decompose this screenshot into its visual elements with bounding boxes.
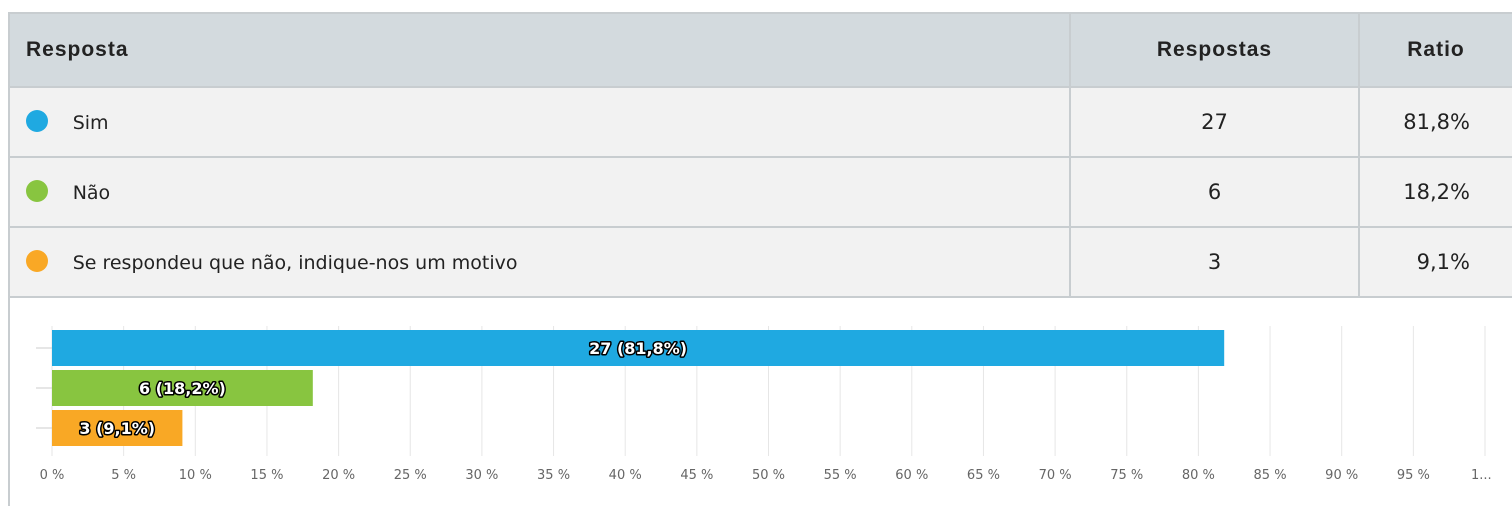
- table-row-nao: Não 6 18,2%: [8, 156, 1512, 228]
- bar-chart: 27 (81,8%) 6 (18,2%) 3 (9,1%) 0 % 5 % 10 % 15…: [36, 326, 1492, 483]
- x-tick-label: 5 %: [111, 468, 136, 483]
- ratio-cell: 9,1%: [1358, 226, 1512, 298]
- ratio-cell: 81,8%: [1358, 86, 1512, 158]
- x-tick-label: 0 %: [40, 468, 65, 483]
- bar: [52, 370, 313, 406]
- table-row-motivo: Se respondeu que não, indique-nos um mot…: [8, 226, 1512, 298]
- x-tick-label: 65 %: [967, 468, 1000, 483]
- x-tick-label: 45 %: [680, 468, 713, 483]
- count-cell: 27: [1069, 86, 1360, 158]
- table-header-row: Resposta Respostas Ratio: [8, 12, 1512, 88]
- bar-data-label: 3 (9,1%): [79, 419, 155, 438]
- x-tick-label: 40 %: [609, 468, 642, 483]
- legend-dot-icon: [26, 180, 48, 202]
- x-tick-label: 60 %: [895, 468, 928, 483]
- chart-x-axis-labels: 0 % 5 % 10 % 15 % 20 % 25 % 30 % 35 % 40 % 45 % 50…: [40, 468, 1492, 483]
- x-tick-label: 20 %: [322, 468, 355, 483]
- chart-bar-labels: 27 (81,8%) 6 (18,2%) 3 (9,1%): [78, 338, 689, 440]
- x-tick-label: 50 %: [752, 468, 785, 483]
- x-tick-label: 85 %: [1254, 468, 1287, 483]
- x-tick-label: 30 %: [465, 468, 498, 483]
- x-tick-label: 1...: [1471, 468, 1492, 483]
- ratio-cell: 18,2%: [1358, 156, 1512, 228]
- legend-dot-icon: [26, 110, 48, 132]
- bar-data-label: 6 (18,2%): [139, 379, 226, 398]
- answer-label: Sim: [72, 112, 109, 134]
- x-tick-label: 35 %: [537, 468, 570, 483]
- answer-cell: Se respondeu que não, indique-nos um mot…: [8, 226, 1071, 298]
- count-cell: 6: [1069, 156, 1360, 228]
- x-tick-label: 55 %: [824, 468, 857, 483]
- header-count: Respostas: [1069, 12, 1360, 88]
- x-tick-label: 15 %: [250, 468, 283, 483]
- x-tick-label: 75 %: [1110, 468, 1143, 483]
- bar: [52, 330, 1225, 366]
- chart-y-ticks: [36, 347, 52, 429]
- x-tick-label: 95 %: [1397, 468, 1430, 483]
- answer-label: Não: [72, 182, 111, 204]
- answer-cell: Não: [8, 156, 1071, 228]
- header-ratio: Ratio: [1358, 12, 1512, 88]
- x-tick-label: 90 %: [1325, 468, 1358, 483]
- table-row-sim: Sim 27 81,8%: [8, 86, 1512, 158]
- answer-label: Se respondeu que não, indique-nos um mot…: [72, 252, 518, 274]
- results-table: Resposta Respostas Ratio Sim 27 81,8% Nã…: [8, 12, 1512, 298]
- x-tick-label: 70 %: [1039, 468, 1072, 483]
- x-tick-label: 80 %: [1182, 468, 1215, 483]
- legend-dot-icon: [26, 250, 48, 272]
- count-cell: 3: [1069, 226, 1360, 298]
- bar: [52, 410, 183, 446]
- header-answer: Resposta: [8, 12, 1071, 88]
- answer-cell: Sim: [8, 86, 1071, 158]
- chart-bars: [52, 330, 1225, 446]
- x-tick-label: 10 %: [179, 468, 212, 483]
- bar-data-label: 27 (81,8%): [589, 339, 687, 358]
- x-tick-label: 25 %: [394, 468, 427, 483]
